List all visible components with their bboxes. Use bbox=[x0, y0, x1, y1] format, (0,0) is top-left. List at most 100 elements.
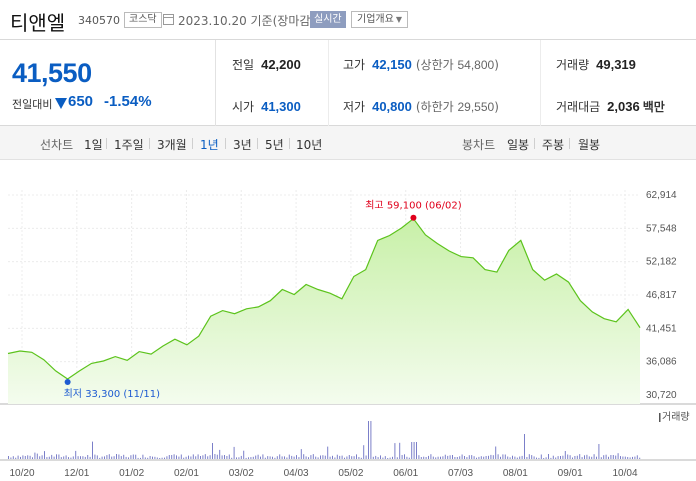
period-1d[interactable]: 1일 bbox=[84, 138, 103, 152]
x-tick-label: 12/01 bbox=[64, 468, 89, 479]
price-annotations: 최고 59,100 (06/02) 최저 33,300 (11/11) bbox=[64, 200, 462, 400]
volume-bar bbox=[34, 452, 36, 459]
period-1y[interactable]: 1년 bbox=[200, 138, 219, 152]
low-price: 저가 40,800 (하한가 29,550) bbox=[343, 98, 499, 115]
volume-bar bbox=[75, 450, 77, 459]
volume-bar bbox=[216, 454, 218, 459]
volume-bar bbox=[279, 454, 281, 459]
volume-bar bbox=[624, 456, 626, 459]
volume-bar bbox=[224, 455, 225, 459]
period-5y[interactable]: 5년 bbox=[265, 138, 284, 152]
volume-bar bbox=[586, 454, 588, 459]
volume-bar bbox=[111, 456, 113, 459]
candle-daily[interactable]: 일봉 bbox=[507, 138, 530, 152]
open-value: 41,300 bbox=[261, 99, 301, 114]
volume-bar bbox=[65, 455, 67, 459]
volume-bar bbox=[557, 456, 559, 459]
volume-bar bbox=[53, 456, 55, 459]
volume-bar bbox=[356, 454, 357, 459]
price-line bbox=[7, 217, 641, 380]
market-badge: 코스닥 bbox=[124, 12, 162, 28]
volume-bar bbox=[392, 456, 393, 459]
volume-bar bbox=[377, 457, 379, 459]
y-axis-labels: 62,914 57,548 52,182 46,817 41,451 36,086 30,7… bbox=[646, 190, 677, 401]
volume-bar bbox=[519, 456, 521, 459]
volume-bar bbox=[190, 456, 192, 459]
volume-bar bbox=[622, 456, 624, 459]
volume-bar bbox=[118, 454, 120, 459]
volume-bar bbox=[401, 455, 403, 459]
volume-bar bbox=[416, 442, 417, 459]
volume-bar bbox=[413, 442, 415, 459]
period-1w[interactable]: 1주일 bbox=[114, 138, 144, 152]
volume-bar bbox=[404, 454, 405, 459]
volume-bar bbox=[603, 455, 605, 459]
volume-bar bbox=[605, 454, 607, 459]
high-point-marker bbox=[410, 214, 417, 221]
volume-bar bbox=[58, 454, 60, 459]
volume-bar bbox=[140, 457, 141, 459]
company-overview-dropdown[interactable]: 기업개요 ▼ bbox=[351, 11, 408, 28]
low-point-marker bbox=[64, 378, 71, 385]
volume-bar bbox=[228, 454, 230, 459]
current-price-panel: 41,550 전일대비 650 -1.54% bbox=[0, 40, 216, 126]
volume-bar bbox=[334, 457, 336, 459]
volume-bar bbox=[322, 455, 324, 459]
prev-close: 전일 42,200 bbox=[232, 56, 301, 73]
volume-bar bbox=[22, 455, 24, 459]
volume-bar bbox=[173, 454, 175, 459]
x-axis-labels: 10/20 12/01 01/02 02/01 03/02 04/03 05/02 06/01… bbox=[9, 468, 637, 479]
divider bbox=[540, 40, 541, 126]
volume-bar bbox=[454, 457, 456, 459]
y-tick-label: 36,086 bbox=[646, 357, 677, 368]
volume-bar bbox=[588, 456, 590, 459]
volume-bar bbox=[250, 457, 252, 459]
volume-bar bbox=[384, 456, 386, 459]
period-3y[interactable]: 3년 bbox=[233, 138, 252, 152]
volume-bar bbox=[255, 455, 257, 459]
volume-bar bbox=[248, 457, 249, 459]
stock-code: 340570 bbox=[78, 14, 120, 27]
volume-bar bbox=[108, 454, 110, 459]
volume-bar bbox=[17, 455, 19, 459]
volume-bar bbox=[27, 455, 29, 459]
volume-bar bbox=[636, 455, 638, 459]
volume-bar bbox=[185, 456, 187, 459]
chart-period-bar: 선차트 1일 1주일 3개월 1년 3년 5년 10년 봉차트 일봉 주봉 월봉 bbox=[0, 126, 696, 160]
volume-bar bbox=[600, 457, 602, 459]
volume-bar bbox=[156, 457, 158, 459]
period-3m[interactable]: 3개월 bbox=[157, 138, 187, 152]
volume-bar bbox=[471, 455, 473, 459]
y-tick-label: 46,817 bbox=[646, 290, 677, 301]
y-tick-label: 30,720 bbox=[646, 390, 677, 401]
volume-bar bbox=[320, 455, 321, 459]
volume-bar bbox=[257, 454, 259, 459]
volume-bar bbox=[171, 455, 173, 459]
volume-bar bbox=[137, 457, 139, 459]
period-10y[interactable]: 10년 bbox=[296, 138, 323, 152]
y-tick-label: 57,548 bbox=[646, 223, 677, 234]
prev-close-label: 전일 bbox=[232, 58, 255, 72]
volume-bar bbox=[538, 457, 540, 459]
x-tick-label: 10/04 bbox=[612, 468, 637, 479]
low-annotation: 최저 33,300 (11/11) bbox=[64, 388, 160, 400]
volume-bar bbox=[226, 456, 228, 459]
line-chart-label: 선차트 bbox=[40, 138, 74, 152]
volume-bar bbox=[32, 457, 33, 459]
volume-bar bbox=[72, 456, 74, 459]
volume-bar bbox=[632, 456, 633, 459]
volume-bar bbox=[159, 458, 161, 459]
realtime-button[interactable]: 실시간 bbox=[310, 11, 346, 28]
volume-label: 거래량 bbox=[662, 411, 690, 423]
volume-bar bbox=[327, 446, 329, 459]
candle-monthly[interactable]: 월봉 bbox=[578, 138, 601, 152]
volume-bar bbox=[370, 421, 372, 459]
change-percent: -1.54% bbox=[104, 93, 152, 110]
x-tick-label: 03/02 bbox=[229, 468, 254, 479]
volume-bar bbox=[548, 454, 549, 459]
candle-weekly[interactable]: 주봉 bbox=[542, 138, 565, 152]
volume-bar bbox=[144, 457, 146, 459]
volume-bar bbox=[579, 454, 581, 459]
volume-bar bbox=[480, 456, 482, 459]
volume-bar bbox=[444, 454, 446, 459]
